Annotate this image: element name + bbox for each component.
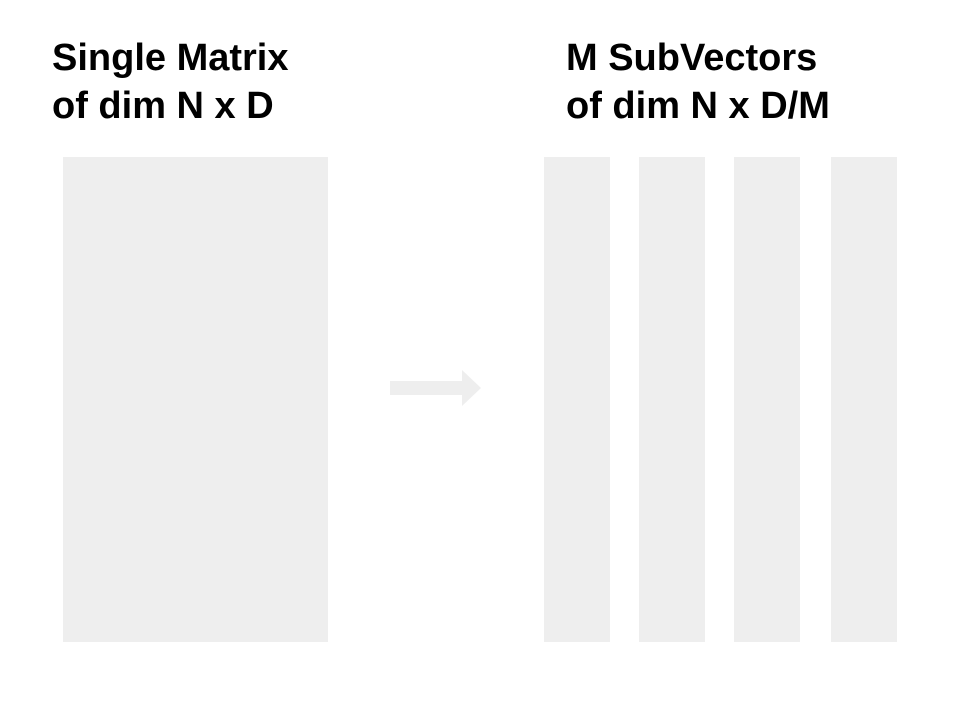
subvector-block-3 — [734, 157, 800, 642]
subvector-block-1 — [544, 157, 610, 642]
single-matrix-title-line1: Single Matrix — [52, 37, 289, 79]
subvectors-title-line2: of dim N x D/M — [566, 85, 830, 127]
single-matrix-block — [63, 157, 328, 642]
subvector-block-4 — [831, 157, 897, 642]
subvectors-title: M SubVectors of dim N x D/M — [566, 34, 830, 130]
right-arrow-icon — [390, 370, 481, 406]
subvectors-title-line1: M SubVectors — [566, 37, 818, 79]
subvector-block-2 — [639, 157, 705, 642]
single-matrix-title: Single Matrix of dim N x D — [52, 34, 289, 130]
single-matrix-title-line2: of dim N x D — [52, 85, 274, 127]
